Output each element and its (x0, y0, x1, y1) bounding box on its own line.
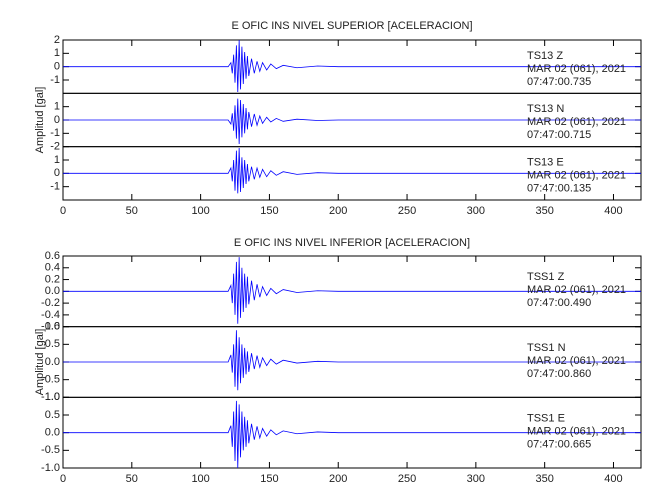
y-axis-label: Amplitud [gal] (34, 329, 46, 396)
waveform (63, 98, 641, 145)
y-tick-label: 0.0 (45, 356, 60, 368)
y-axis-label: Amplitud [gal] (34, 87, 46, 154)
trace-label: TS13 Z (527, 50, 563, 62)
trace-label: 07:47:00.715 (527, 129, 591, 141)
y-tick-label: 1 (54, 47, 60, 59)
x-tick-label: 200 (329, 473, 347, 485)
trace-label: 07:47:00.135 (527, 183, 591, 195)
x-tick-label: 100 (191, 205, 209, 217)
waveform (63, 330, 641, 391)
x-tick-label: 400 (604, 473, 622, 485)
y-tick-label: 1.0 (45, 321, 60, 333)
x-tick-label: 0 (60, 473, 66, 485)
x-tick-label: 150 (260, 473, 278, 485)
trace-label: TS13 E (527, 157, 564, 169)
y-tick-label: -2 (50, 141, 60, 153)
x-tick-label: 50 (126, 473, 138, 485)
y-tick-label: -0.2 (41, 297, 60, 309)
y-tick-label: -0.5 (41, 374, 60, 386)
y-tick-label: 0 (54, 114, 60, 126)
x-tick-label: 300 (467, 205, 485, 217)
y-tick-label: 1 (54, 154, 60, 166)
y-tick-label: 0.0 (45, 427, 60, 439)
y-tick-label: 2 (54, 34, 60, 46)
waveform (63, 400, 641, 469)
x-tick-label: 150 (260, 205, 278, 217)
y-tick-label: -0.5 (41, 444, 60, 456)
y-tick-label: -0.4 (41, 309, 60, 321)
x-tick-label: 200 (329, 205, 347, 217)
trace-label: MAR 02 (061), 2021 (527, 425, 626, 437)
trace-label: 07:47:00.665 (527, 438, 591, 450)
x-tick-label: 350 (535, 205, 553, 217)
trace-label: MAR 02 (061), 2021 (527, 284, 626, 296)
y-tick-label: -1 (50, 127, 60, 139)
y-tick-label: -1.0 (41, 391, 60, 403)
trace-label: MAR 02 (061), 2021 (527, 170, 626, 182)
x-tick-label: 300 (467, 473, 485, 485)
trace-label: MAR 02 (061), 2021 (527, 116, 626, 128)
trace-label: MAR 02 (061), 2021 (527, 355, 626, 367)
x-tick-label: 250 (398, 205, 416, 217)
y-tick-label: -1.0 (41, 462, 60, 474)
y-tick-label: -0.6 (41, 321, 60, 333)
waveform (63, 257, 641, 324)
trace-label: 07:47:00.735 (527, 76, 591, 88)
y-tick-label: 0.0 (45, 285, 60, 297)
x-tick-label: 50 (126, 205, 138, 217)
y-tick-label: 0.5 (45, 409, 60, 421)
trace-label: TS13 N (527, 103, 564, 115)
x-tick-label: 350 (535, 473, 553, 485)
y-tick-label: 1.0 (45, 391, 60, 403)
y-tick-label: 0.2 (45, 273, 60, 285)
y-tick-label: 0.5 (45, 338, 60, 350)
y-tick-label: -1 (50, 74, 60, 86)
waveform (63, 147, 641, 194)
trace-label: TSS1 N (527, 342, 566, 354)
x-tick-label: 100 (191, 473, 209, 485)
trace-label: 07:47:00.490 (527, 297, 591, 309)
y-tick-label: 1 (54, 101, 60, 113)
trace-label: MAR 02 (061), 2021 (527, 63, 626, 75)
trace-label: TSS1 E (527, 412, 565, 424)
chart-title: E OFIC INS NIVEL INFERIOR [ACELERACION] (234, 237, 470, 249)
waveform (63, 39, 641, 93)
trace-label: TSS1 Z (527, 271, 565, 283)
y-tick-label: 0 (54, 167, 60, 179)
x-tick-label: 250 (398, 473, 416, 485)
x-tick-label: 400 (604, 205, 622, 217)
x-tick-label: 0 (60, 205, 66, 217)
y-tick-label: 0.4 (45, 262, 60, 274)
y-tick-label: -1 (50, 181, 60, 193)
chart-title: E OFIC INS NIVEL SUPERIOR [ACELERACION] (231, 20, 472, 32)
trace-label: 07:47:00.860 (527, 368, 591, 380)
y-tick-label: 0.6 (45, 250, 60, 262)
y-tick-label: 0 (54, 61, 60, 73)
